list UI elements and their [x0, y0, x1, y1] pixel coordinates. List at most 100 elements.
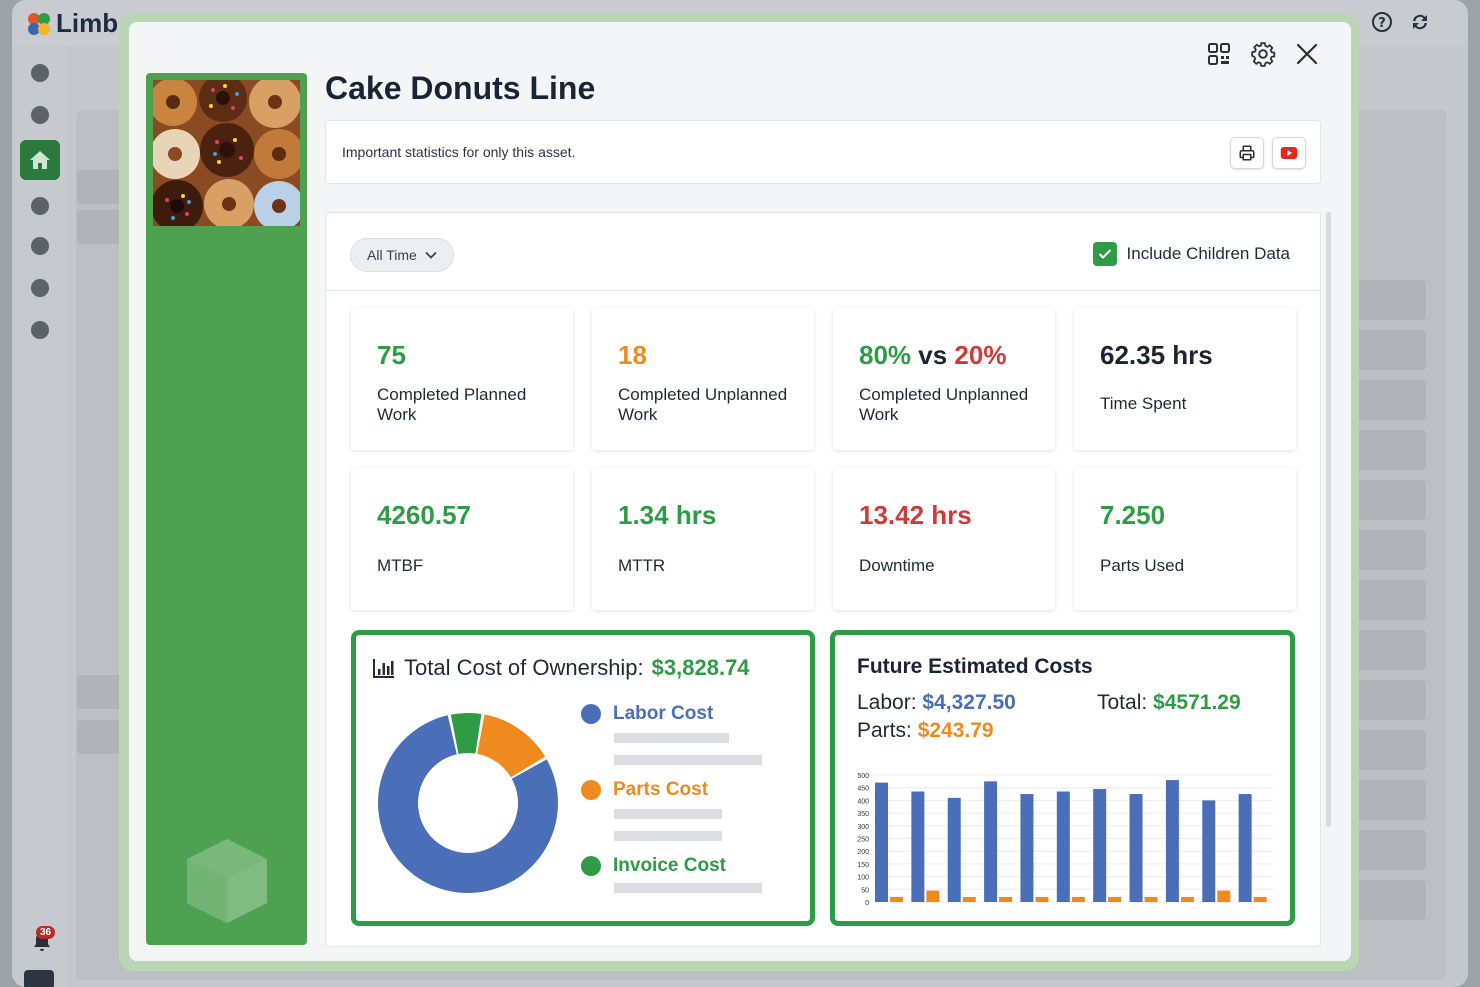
bar[interactable] [890, 896, 903, 902]
sidebar-item[interactable] [31, 197, 49, 215]
sidebar-item[interactable] [31, 279, 49, 297]
bar[interactable] [1217, 890, 1231, 902]
sidebar-item[interactable] [31, 237, 49, 255]
app-logo[interactable]: Limb [24, 8, 118, 39]
stat-label: MTBF [377, 556, 424, 575]
bar[interactable] [1071, 896, 1085, 902]
stat-card-completed-unplanned[interactable]: 18 Completed Unplanned Work [592, 308, 814, 450]
include-children-checkbox[interactable] [1092, 242, 1117, 266]
chevron-down-icon [425, 251, 437, 259]
y-tick-label: 250 [857, 837, 869, 844]
stat-label: Time Spent [1100, 394, 1187, 413]
future-costs-title: Future Estimated Costs [857, 655, 1093, 678]
y-tick-label: 0 [865, 900, 869, 907]
stat-card-downtime[interactable]: 13.42 hrs Downtime [833, 468, 1055, 610]
time-range-label: All Time [367, 247, 417, 263]
stat-card-parts-used[interactable]: 7.250 Parts Used [1074, 468, 1296, 610]
future-parts: Parts: $243.79 [857, 719, 994, 743]
check-icon [1098, 249, 1111, 259]
settings-button[interactable] [1249, 40, 1277, 68]
bar[interactable] [875, 782, 888, 902]
stat-label: MTTR [618, 556, 666, 575]
bar[interactable] [1035, 896, 1049, 902]
scrollbar[interactable] [1326, 212, 1331, 827]
notification-badge: 36 [36, 926, 56, 939]
help-icon[interactable]: ? [1370, 10, 1394, 34]
asset-image[interactable] [153, 80, 300, 226]
y-tick-label: 200 [857, 849, 869, 856]
total-cost-card[interactable]: Total Cost of Ownership: $3,828.74 Labor… [351, 630, 815, 926]
bar[interactable] [926, 890, 940, 902]
legend-dot [581, 780, 601, 800]
stat-label: Completed Unplanned Work [618, 385, 788, 424]
close-icon [1296, 43, 1318, 65]
bar[interactable] [999, 896, 1013, 902]
stat-card-completed-planned[interactable]: 75 Completed Planned Work [351, 308, 573, 450]
youtube-icon [1280, 147, 1298, 159]
bar[interactable] [984, 781, 998, 902]
stat-value: 1.34 hrs [618, 500, 717, 530]
bar[interactable] [911, 791, 925, 902]
cost-donut-chart[interactable] [378, 713, 558, 893]
sidebar-item-home[interactable] [20, 140, 60, 180]
bar[interactable] [1093, 788, 1107, 902]
stat-card-time-spent[interactable]: 62.35 hrs Time Spent [1074, 308, 1296, 450]
app-logo-text: Limb [56, 8, 119, 38]
future-costs-card[interactable]: Future Estimated Costs Labor: $4,327.50 … [830, 630, 1295, 926]
y-tick-label: 150 [857, 862, 869, 869]
bar[interactable] [947, 797, 961, 902]
future-total-value: $4571.29 [1153, 691, 1241, 714]
bar[interactable] [1129, 794, 1143, 902]
stat-label: Downtime [859, 556, 935, 575]
bar[interactable] [1180, 896, 1194, 902]
donut-slice-labor-cost[interactable] [378, 715, 558, 893]
app-sidebar [12, 46, 68, 987]
bar[interactable] [962, 896, 976, 902]
future-costs-bar-chart[interactable]: 0 50 100 150 200 250 300 350 400 450 500 [843, 765, 1283, 910]
y-tick-label: 100 [857, 875, 869, 882]
avatar[interactable] [24, 970, 54, 987]
y-tick-label: 50 [861, 887, 869, 894]
future-total: Total: $4571.29 [1097, 691, 1241, 715]
limble-logo-icon [28, 12, 50, 35]
legend-label: Parts Cost [613, 779, 709, 800]
refresh-icon[interactable] [1408, 10, 1432, 34]
bar[interactable] [1020, 794, 1034, 902]
sidebar-item[interactable] [31, 64, 49, 82]
stat-card-mtbf[interactable]: 4260.57 MTBF [351, 468, 573, 610]
bar[interactable] [1202, 800, 1216, 902]
legend-parts-cost[interactable]: Parts Cost [581, 779, 708, 801]
legend-label: Labor Cost [613, 703, 714, 724]
bar[interactable] [1108, 896, 1122, 902]
stats-card: All Time Include Children Data 75 Comple… [325, 212, 1321, 947]
qr-code-button[interactable] [1205, 40, 1233, 68]
y-tick-label: 300 [857, 824, 869, 831]
legend-dot [581, 704, 601, 724]
include-children-toggle[interactable]: Include Children Data [1092, 242, 1290, 266]
bar[interactable] [1165, 780, 1179, 902]
stat-card-planned-vs-unplanned[interactable]: 80% vs 20% Completed Unplanned Work [833, 308, 1055, 450]
close-button[interactable] [1293, 40, 1321, 68]
future-labor-label: Labor: [857, 691, 917, 714]
bar-chart-icon [373, 659, 394, 678]
stat-value: 80% vs 20% [859, 340, 1006, 371]
print-button[interactable] [1230, 137, 1264, 169]
bar[interactable] [1056, 791, 1070, 902]
sidebar-item[interactable] [31, 106, 49, 124]
time-range-dropdown[interactable]: All Time [350, 238, 454, 272]
sidebar-item[interactable] [31, 321, 49, 339]
legend-labor-cost[interactable]: Labor Cost [581, 703, 713, 725]
bar[interactable] [1238, 794, 1252, 902]
bar[interactable] [1144, 896, 1158, 902]
stat-card-mttr[interactable]: 1.34 hrs MTTR [592, 468, 814, 610]
modal-actions [1205, 40, 1321, 68]
donut-slice-parts-cost[interactable] [477, 714, 546, 778]
bar[interactable] [1253, 896, 1267, 902]
stat-value-separator: vs [911, 340, 955, 370]
page-title: Cake Donuts Line [325, 70, 596, 106]
video-button[interactable] [1272, 137, 1306, 169]
asset-sidebar [146, 73, 307, 945]
stat-value: 7.250 [1100, 500, 1166, 530]
donut-slice-invoice-cost[interactable] [450, 713, 482, 754]
legend-invoice-cost[interactable]: Invoice Cost [581, 855, 726, 877]
